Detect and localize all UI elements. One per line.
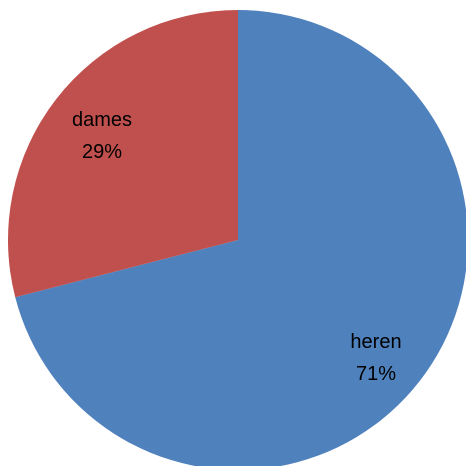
slice-label-heren: heren — [350, 331, 401, 353]
slice-label-dames: dames — [72, 109, 132, 131]
slice-value-dames: 29% — [82, 141, 122, 163]
pie-slice-dames — [8, 10, 238, 298]
slice-value-heren: 71% — [356, 363, 396, 385]
pie-slices — [8, 10, 466, 466]
pie-slice-heren — [15, 10, 466, 466]
